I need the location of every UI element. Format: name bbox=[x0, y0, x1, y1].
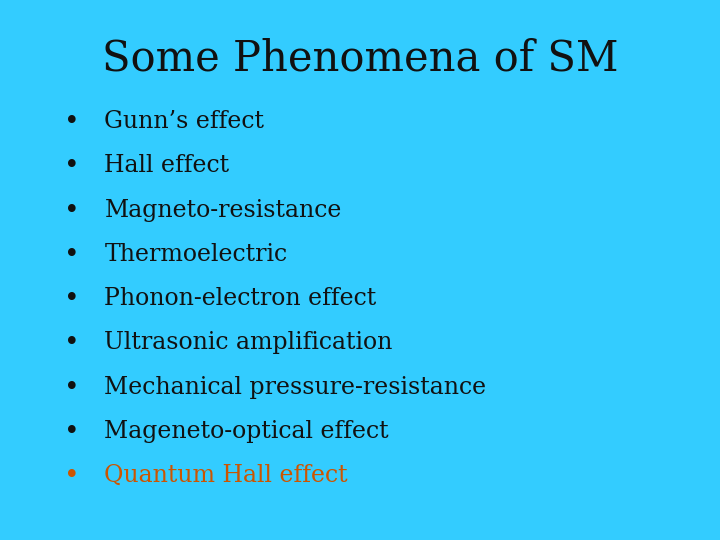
Text: •: • bbox=[64, 198, 80, 222]
Text: Phonon-electron effect: Phonon-electron effect bbox=[104, 287, 377, 310]
Text: •: • bbox=[64, 419, 80, 444]
Text: •: • bbox=[64, 375, 80, 400]
Text: Magneto-resistance: Magneto-resistance bbox=[104, 199, 342, 221]
Text: Thermoelectric: Thermoelectric bbox=[104, 243, 287, 266]
Text: Ultrasonic amplification: Ultrasonic amplification bbox=[104, 332, 393, 354]
Text: Gunn’s effect: Gunn’s effect bbox=[104, 110, 264, 133]
Text: •: • bbox=[64, 242, 80, 267]
Text: Some Phenomena of SM: Some Phenomena of SM bbox=[102, 38, 618, 80]
Text: Hall effect: Hall effect bbox=[104, 154, 230, 177]
Text: •: • bbox=[64, 153, 80, 178]
Text: •: • bbox=[64, 330, 80, 355]
Text: •: • bbox=[64, 463, 80, 488]
Text: •: • bbox=[64, 109, 80, 134]
Text: Mageneto-optical effect: Mageneto-optical effect bbox=[104, 420, 389, 443]
Text: Quantum Hall effect: Quantum Hall effect bbox=[104, 464, 348, 487]
Text: Mechanical pressure-resistance: Mechanical pressure-resistance bbox=[104, 376, 487, 399]
Text: •: • bbox=[64, 286, 80, 311]
